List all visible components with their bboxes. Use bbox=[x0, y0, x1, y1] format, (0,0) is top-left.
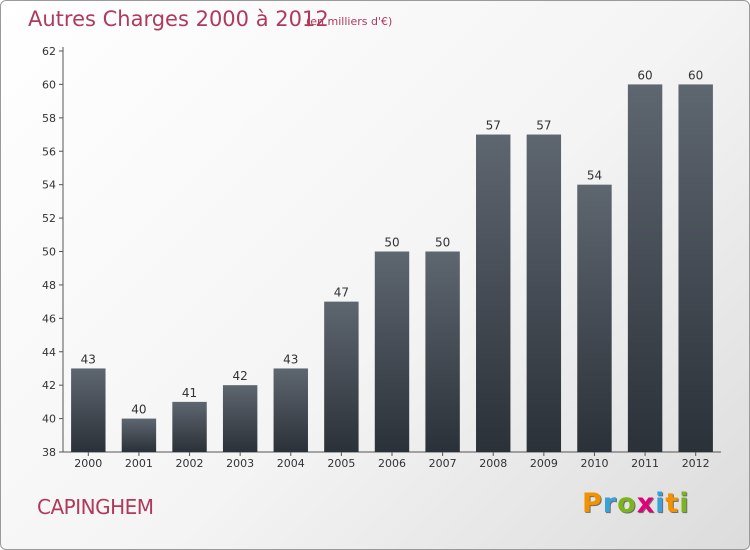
bar bbox=[71, 368, 106, 452]
bar bbox=[222, 385, 258, 452]
y-tick-label: 60 bbox=[42, 78, 56, 91]
bar-value-label: 60 bbox=[688, 68, 703, 82]
logo-letter: P bbox=[582, 488, 603, 519]
bar bbox=[627, 84, 663, 453]
bar bbox=[577, 184, 612, 452]
axes: 38 40 42 44 46 48 50 52 54 56 58 60 62 2000 2001 2002 20… bbox=[42, 45, 721, 470]
logo-letter: i bbox=[655, 488, 666, 519]
logo-letter: i bbox=[679, 488, 690, 519]
x-tick-label: 2005 bbox=[327, 457, 355, 470]
bar-value-label: 47 bbox=[334, 286, 349, 300]
y-tick-label: 58 bbox=[42, 112, 56, 125]
bar-value-label: 57 bbox=[486, 119, 501, 133]
y-tick-label: 50 bbox=[42, 246, 56, 259]
x-tick-label: 2010 bbox=[580, 457, 608, 470]
logo-letter: x bbox=[636, 488, 656, 519]
chart-title: Autres Charges 2000 à 2012 bbox=[28, 7, 329, 31]
bar bbox=[172, 401, 207, 452]
y-tick-label: 62 bbox=[42, 45, 56, 58]
x-tick-label: 2000 bbox=[74, 457, 102, 470]
bar bbox=[526, 134, 562, 452]
y-tick-label: 54 bbox=[42, 179, 56, 192]
bars bbox=[71, 84, 713, 453]
commune-name: CAPINGHEM bbox=[37, 495, 154, 519]
x-tick-label: 2012 bbox=[682, 457, 710, 470]
bar-value-label: 50 bbox=[435, 236, 450, 250]
x-tick-label: 2003 bbox=[226, 457, 254, 470]
logo-letter: t bbox=[665, 488, 680, 519]
bar-value-label: 43 bbox=[283, 352, 298, 366]
bar bbox=[476, 134, 511, 452]
x-tick-label: 2008 bbox=[479, 457, 507, 470]
y-tick-label: 56 bbox=[42, 145, 56, 158]
bar-value-label: 42 bbox=[233, 369, 248, 383]
bar-value-label: 41 bbox=[182, 386, 197, 400]
logo-letter: o bbox=[617, 488, 637, 519]
bar-value-label: 40 bbox=[131, 403, 146, 417]
y-tick-label: 46 bbox=[42, 312, 56, 325]
bar bbox=[121, 418, 157, 452]
y-tick-label: 44 bbox=[42, 346, 56, 359]
x-tick-label: 2009 bbox=[530, 457, 558, 470]
y-tick-label: 42 bbox=[42, 379, 56, 392]
logo-letter: r bbox=[602, 488, 618, 519]
x-tick-label: 2001 bbox=[125, 457, 153, 470]
x-tick-label: 2006 bbox=[378, 457, 406, 470]
bar-value-label: 57 bbox=[536, 119, 551, 133]
y-tick-label: 52 bbox=[42, 212, 56, 225]
y-tick-label: 40 bbox=[42, 413, 56, 426]
bar-value-label: 60 bbox=[637, 68, 652, 82]
bar-value-label: 43 bbox=[81, 352, 96, 366]
y-tick-label: 48 bbox=[42, 279, 56, 292]
bar bbox=[273, 368, 308, 452]
proxiti-logo[interactable]: Proxiti bbox=[582, 488, 690, 519]
x-tick-label: 2007 bbox=[429, 457, 457, 470]
x-tick-label: 2002 bbox=[176, 457, 204, 470]
y-tick-label: 38 bbox=[42, 446, 56, 459]
bar bbox=[425, 251, 460, 452]
data-labels: 43 40 41 42 43 47 50 50 57 57 54 60 60 bbox=[81, 68, 704, 416]
bar bbox=[324, 301, 359, 452]
x-tick-label: 2011 bbox=[631, 457, 659, 470]
chart-subtitle: (en milliers d'€) bbox=[306, 15, 393, 28]
bar bbox=[374, 251, 410, 452]
x-tick-label: 2004 bbox=[277, 457, 305, 470]
bar-value-label: 50 bbox=[384, 236, 399, 250]
bar-value-label: 54 bbox=[587, 169, 602, 183]
bar bbox=[678, 84, 713, 453]
